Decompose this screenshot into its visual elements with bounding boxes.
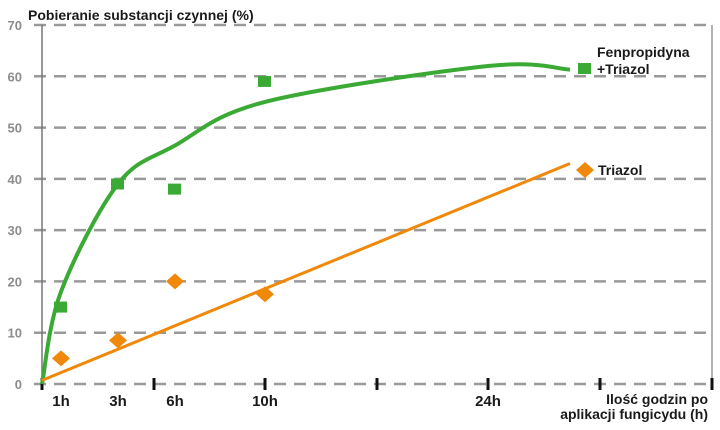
legend-label-fenpropidyna-1: Fenpropidyna xyxy=(597,44,690,60)
y-tick-label: 70 xyxy=(8,18,22,33)
y-tick-label: 20 xyxy=(8,274,22,289)
data-point-diamond xyxy=(256,286,274,303)
x-tick-label: 3h xyxy=(109,393,127,410)
trend-lines xyxy=(40,62,571,385)
legend-label-fenpropidyna-2: +Triazol xyxy=(597,61,650,77)
data-points xyxy=(52,75,274,367)
grid xyxy=(34,23,712,386)
y-tick-label: 60 xyxy=(8,69,22,84)
legend-label-triazol: Triazol xyxy=(598,162,642,178)
y-tick-label: 30 xyxy=(8,223,22,238)
y-tick-label: 40 xyxy=(8,172,22,187)
legend-marker-fenpropidyna xyxy=(578,63,591,74)
x-tick-label: 24h xyxy=(475,393,501,410)
x-axis-label-line1: Ilość godzin po xyxy=(606,391,708,407)
y-tick-label: 50 xyxy=(8,121,22,136)
data-point-square xyxy=(258,75,271,87)
data-point-diamond xyxy=(52,350,70,367)
data-point-square xyxy=(111,178,124,190)
y-axis-ticks: 0 10 20 30 40 50 60 70 xyxy=(8,18,22,392)
x-tick-label: 10h xyxy=(252,393,278,410)
x-tick-label: 6h xyxy=(166,393,184,410)
y-tick-label: 10 xyxy=(8,326,22,341)
data-point-square xyxy=(168,183,181,195)
x-axis-label-line2: aplikacji fungicydu (h) xyxy=(560,406,708,422)
legend-marker-triazol xyxy=(576,162,594,178)
data-point-diamond xyxy=(166,273,184,290)
data-point-square xyxy=(54,301,67,313)
x-tick-label: 1h xyxy=(52,393,70,410)
chart-title: Pobieranie substancji czynnej (%) xyxy=(28,7,254,23)
data-point-diamond xyxy=(109,332,127,349)
trend-line-1 xyxy=(41,162,571,382)
trend-line-0 xyxy=(40,62,571,385)
y-tick-label: 0 xyxy=(15,377,22,392)
